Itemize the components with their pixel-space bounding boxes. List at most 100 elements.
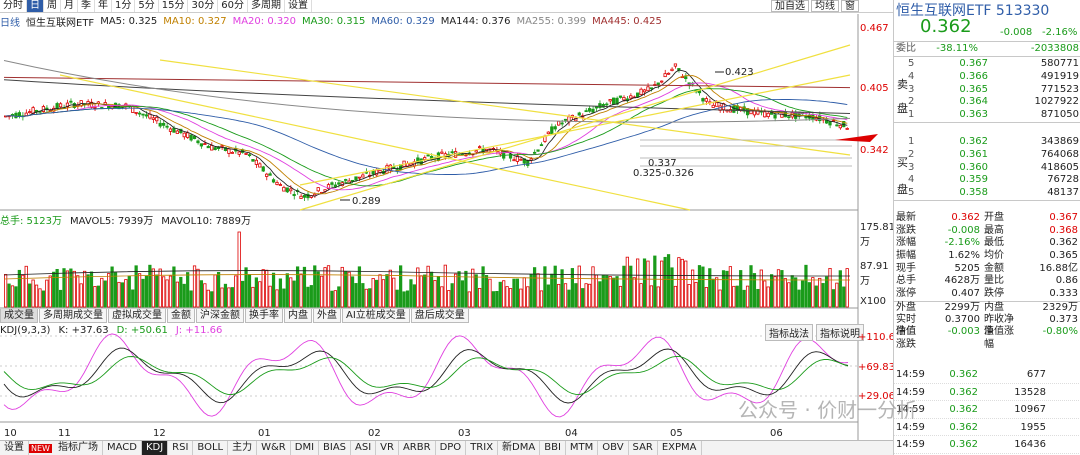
sub-tab[interactable]: 内盘 [284,309,312,323]
candle-body [423,157,427,160]
volume-bar [45,279,49,308]
period-tab[interactable]: 分时 [0,0,27,12]
sub-tab[interactable]: 金额 [167,309,195,323]
indicator-tab[interactable]: BBI [540,441,566,455]
period-tab[interactable]: 月 [61,0,78,12]
indicator-tab[interactable]: W&R [257,441,291,455]
level-annotation: 0.325-0.326 [633,168,694,179]
stat-cell: 最高 [984,224,1004,236]
indicator-tab[interactable]: 设置 [0,441,29,455]
indicator-help-button[interactable]: 指标说明 [816,324,864,341]
candle-body [244,153,248,155]
toolbar-button[interactable]: 加自选 [771,0,809,12]
candle-body [172,127,176,133]
candle-body [512,159,516,162]
volume-bar [124,279,128,308]
candle-body [316,187,320,192]
sub-tab[interactable]: 外盘 [313,309,341,323]
tick-cell [1046,384,1080,401]
sub-tab[interactable]: 虚拟成交量 [108,309,166,323]
period-tab[interactable]: 60分 [218,0,248,12]
indicator-strategy-button[interactable]: 指标战法 [765,324,813,341]
volume-bar [419,275,423,308]
volume-bar [323,267,327,308]
price-change-pct: -2.16% [1042,27,1078,38]
volume-bar [10,285,15,308]
candle-body [611,97,616,105]
indicator-tab[interactable]: 指标广场 [54,441,103,455]
period-tab[interactable]: 季 [78,0,95,12]
indicator-tab[interactable]: EXPMA [658,441,702,455]
stat-cell: 金额 [984,262,1004,274]
period-tab[interactable]: 30分 [188,0,219,12]
volume-bar [739,270,743,308]
last-price: 0.362 [920,16,972,37]
indicator-tab[interactable]: MTM [566,441,599,455]
period-tab[interactable]: 5分 [135,0,159,12]
volume-bar [237,231,241,308]
indicator-tab[interactable]: SAR [629,441,658,455]
period-tab[interactable]: 周 [44,0,61,12]
sub-tab[interactable]: 盘后成交量 [410,309,469,323]
volume-bar [543,266,547,308]
candles [4,63,849,201]
toolbar-button[interactable]: 窗 [841,0,859,12]
indicator-tab[interactable]: BOLL [193,441,229,455]
order-n: 1 [908,136,915,147]
sub-tab[interactable]: 多周期成交量 [39,309,107,323]
price-axis-low: 0.342 [860,145,889,156]
candle-body [199,143,204,147]
indicator-tab[interactable]: ASI [351,441,377,455]
indicator-tab[interactable]: MACD [103,441,142,455]
sub-tab[interactable]: AI立桩成交量 [342,309,410,323]
indicator-tab[interactable]: DPO [436,441,467,455]
volume-bar [371,278,375,308]
period-tab[interactable]: 1分 [112,0,136,12]
indicator-tab[interactable]: KDJ [141,441,169,455]
candle-body [450,151,454,154]
indicator-tab[interactable]: OBV [598,441,629,455]
volume-bar [220,287,224,308]
candle-body [601,104,605,108]
indicator-tab[interactable]: BIAS [319,441,352,455]
indicator-tab[interactable]: VR [376,441,399,455]
toolbar-button[interactable]: 均线 [811,0,839,12]
candle-body [278,184,283,186]
ma255-line [3,79,851,114]
ma5-label: MA5: 0.325 [100,15,158,27]
volume-bar [794,277,798,308]
period-tab[interactable]: 15分 [159,0,189,12]
chart-area[interactable]: 分时日周月季年 1分 5分 15分 30分 60分 多周期 设置 加自选 均线窗 日线 恒生互联网… [0,0,895,455]
ma-line [5,99,848,175]
indicator-tab[interactable]: 主力 [228,441,258,455]
date-label: 02 [368,428,381,439]
candle-body [745,108,750,116]
volume-bar [636,258,640,308]
indicator-tab[interactable]: RSI [168,441,194,455]
indicator-tab[interactable]: ARBR [399,441,436,455]
period-tab[interactable]: 多周期 [248,0,285,12]
sub-tab[interactable]: 换手率 [245,309,283,323]
stat-cell: 开盘 [984,212,1004,223]
volume-bar [780,270,784,308]
period-tab[interactable]: 年 [95,0,112,12]
sub-tab[interactable]: 成交量 [0,309,38,323]
volume-bar [471,268,475,308]
tick-row: 14:59 0.362 10967 [894,401,1080,419]
ma-line [5,75,848,195]
volume-bar [285,273,289,308]
volume-bar [715,277,719,308]
sub-tab[interactable]: 沪深金额 [196,309,244,323]
candle-body [354,176,358,181]
volume-bar [416,267,420,308]
stat-cell: 涨跌 [896,224,916,236]
period-tab[interactable]: 日 [27,0,44,12]
order-level: 4 0.366 491919 [906,71,1080,84]
candle-body [584,110,588,113]
indicator-tab[interactable]: 新DMA [498,441,541,455]
indicator-tab[interactable]: TRIX [466,441,499,455]
volume-bar [172,266,176,308]
indicator-tab[interactable]: DMI [291,441,320,455]
period-tab[interactable]: 设置 [285,0,312,12]
